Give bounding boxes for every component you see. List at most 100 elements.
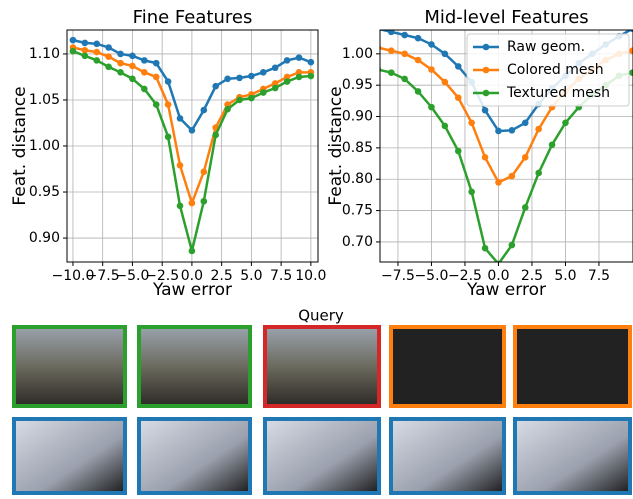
point: [468, 119, 475, 127]
x-tick-label: −10.0: [51, 268, 94, 284]
chart-title: Fine Features: [133, 7, 253, 28]
point: [141, 57, 148, 64]
point: [468, 188, 475, 196]
point: [454, 63, 462, 70]
y-tick-label: 0.75: [342, 203, 373, 219]
point: [441, 78, 449, 86]
point: [236, 74, 243, 82]
point: [164, 101, 172, 108]
retrieved-image: [513, 417, 632, 495]
x-tick-label: 7.5: [588, 268, 610, 284]
point: [93, 40, 101, 48]
point: [414, 56, 422, 64]
point: [81, 46, 89, 54]
point: [129, 62, 136, 70]
retrieved-image: [389, 325, 506, 408]
point: [283, 73, 291, 81]
point: [105, 53, 112, 60]
y-tick-label: 1.10: [29, 46, 60, 62]
x-axis-label: Yaw error: [152, 280, 232, 300]
point: [129, 52, 136, 60]
legend-box: [466, 33, 630, 107]
x-tick-label: 7.5: [270, 268, 292, 284]
retrieved-image: [513, 325, 632, 408]
point: [521, 204, 529, 211]
point: [176, 115, 184, 122]
point: [441, 50, 449, 58]
point: [212, 131, 219, 139]
point: [283, 57, 291, 64]
point: [428, 103, 435, 111]
legend-marker: [482, 89, 490, 97]
point: [414, 34, 422, 42]
x-tick-label: −2.5: [145, 268, 179, 284]
chart-title: Mid-level Features: [424, 7, 588, 28]
point: [387, 47, 395, 54]
retrieved-image: [12, 325, 127, 408]
point: [164, 133, 172, 141]
point: [481, 153, 489, 161]
point: [495, 179, 502, 186]
x-axis-label: Yaw error: [466, 280, 546, 300]
point: [152, 101, 160, 108]
legend-label: Colored mesh: [507, 62, 604, 78]
y-axis-label: Feat. distance: [326, 86, 346, 205]
point: [401, 31, 408, 39]
point: [401, 75, 408, 83]
point: [481, 244, 489, 252]
point: [428, 66, 435, 73]
x-tick-label: 5.0: [240, 268, 262, 284]
point: [141, 85, 148, 93]
point: [176, 162, 184, 169]
x-tick-label: 0.0: [487, 268, 509, 284]
point: [295, 69, 303, 76]
point: [200, 168, 208, 176]
point: [212, 82, 219, 90]
point: [387, 69, 395, 76]
point: [164, 78, 172, 85]
y-tick-label: 1.00: [29, 138, 60, 154]
y-tick-label: 0.90: [29, 230, 60, 246]
point: [200, 106, 208, 114]
image-row: [12, 417, 632, 495]
point: [521, 153, 529, 161]
point: [188, 247, 196, 255]
point: [454, 147, 462, 155]
point: [283, 78, 291, 85]
point: [441, 122, 449, 130]
point: [521, 119, 529, 127]
image-row: [12, 325, 632, 408]
point: [224, 101, 231, 108]
point: [236, 96, 243, 104]
point: [495, 127, 502, 135]
point: [271, 84, 279, 92]
y-tick-label: 0.70: [342, 234, 373, 250]
point: [562, 119, 569, 127]
x-tick-label: −5.0: [414, 268, 448, 284]
y-tick-label: 0.95: [29, 184, 60, 200]
retrieved-image: [137, 325, 252, 408]
point: [93, 48, 101, 56]
legend-marker: [482, 43, 490, 51]
point: [176, 202, 184, 210]
retrieved-image: [137, 417, 252, 495]
point: [401, 50, 408, 58]
point: [129, 75, 136, 83]
x-tick-label: −5.0: [115, 268, 149, 284]
point: [629, 69, 633, 76]
point: [508, 172, 516, 180]
point: [508, 127, 516, 134]
retrieved-image: [389, 417, 506, 495]
point: [629, 30, 633, 33]
point: [224, 75, 231, 83]
y-tick-label: 0.95: [342, 77, 373, 93]
point: [629, 47, 633, 54]
point: [117, 69, 124, 76]
x-tick-label: −7.5: [381, 268, 415, 284]
x-tick-label: 2.5: [521, 268, 543, 284]
point: [295, 54, 303, 61]
y-tick-label: 0.80: [342, 171, 373, 187]
axes-frame: [66, 29, 319, 263]
point: [200, 197, 208, 205]
